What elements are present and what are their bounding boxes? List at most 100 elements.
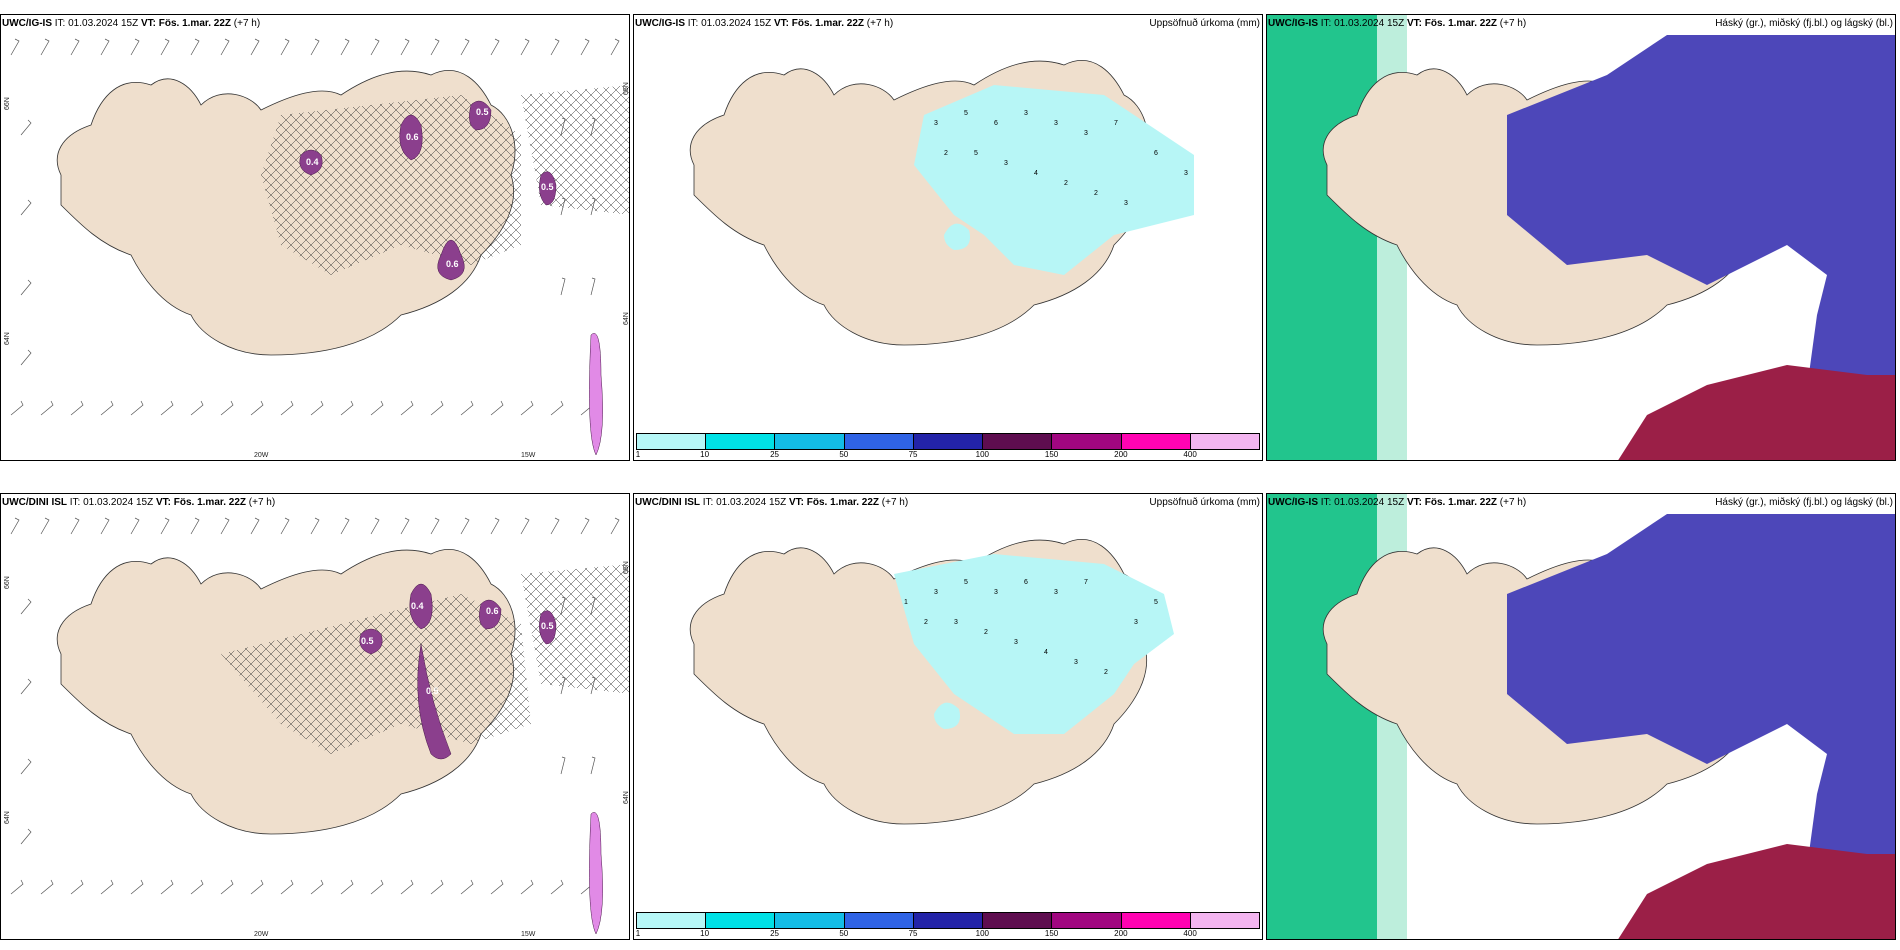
- omega-label: 0.5: [541, 621, 554, 631]
- panel-cloud-row1: UWC/IG-IS IT: 01.03.2024 15Z VT: Fös. 1.…: [1266, 14, 1896, 461]
- omega-label: 0.6: [446, 259, 459, 269]
- panel-header: UWC/DINI ISL IT: 01.03.2024 15Z VT: Fös.…: [635, 497, 1260, 509]
- legend-tick: 75: [908, 929, 918, 938]
- legend-tick: 150: [1044, 450, 1059, 459]
- panel-header: UWC/IG-IS IT: 01.03.2024 15Z VT: Fös. 1.…: [635, 18, 1260, 30]
- panel-header: UWC/DINI ISL IT: 01.03.2024 15Z VT: Fös.…: [2, 497, 627, 509]
- precip-value: 3: [1074, 659, 1078, 666]
- precip-area: [894, 554, 1174, 734]
- omega-label: 0.5: [361, 636, 374, 646]
- it-value: 01.03.2024 15Z: [701, 18, 772, 29]
- legend-color-cell: [1121, 913, 1191, 928]
- panel-title: Háský (gr.), miðský (fj.bl.) og lágský (…: [1715, 497, 1893, 508]
- panel-title: Háský (gr.), miðský (fj.bl.) og lágský (…: [1715, 18, 1893, 29]
- vt-label: VT:: [773, 18, 789, 29]
- lead-time: (+7 h): [881, 497, 909, 508]
- legend-color-cell: [1190, 434, 1259, 449]
- precip-value: 5: [964, 110, 968, 117]
- lead-time: (+7 h): [1499, 497, 1527, 508]
- legend-color-cell: [913, 434, 984, 449]
- legend-color-cell: [637, 913, 707, 928]
- legend-color-cell: [983, 434, 1053, 449]
- panel-header: UWC/IG-IS IT: 01.03.2024 15Z VT: Fös. 1.…: [1268, 18, 1893, 30]
- panel-precip-row2: 1 3 5 3 6 3 7 2 3 2 3 4 3 2 3 5 UWC/DINI…: [633, 493, 1263, 940]
- precip-value: 3: [1014, 639, 1018, 646]
- precip-value: 2: [944, 150, 948, 157]
- it-value: 01.03.2024 15Z: [716, 497, 787, 508]
- legend-color-cell: [1190, 913, 1259, 928]
- legend-color-cell: [844, 434, 914, 449]
- precip-value: 5: [1154, 599, 1158, 606]
- high-cloud-area: [1267, 15, 1377, 460]
- lon-label-15w: 15W: [521, 452, 536, 459]
- omega-label: 0.6: [486, 606, 499, 616]
- legend-tick: 10: [700, 929, 710, 938]
- legend-color-cell: [1052, 434, 1122, 449]
- model-name: UWC/IG-IS: [635, 18, 685, 29]
- model-name: UWC/IG-IS: [1268, 497, 1318, 508]
- omega-label: 0.6: [406, 132, 419, 142]
- vt-label: VT:: [155, 497, 171, 508]
- legend-color-cell: [913, 913, 984, 928]
- precip-value: 3: [1054, 120, 1058, 127]
- omega-extra-area: [589, 812, 603, 935]
- omega-label: 0.5: [426, 686, 439, 696]
- precip-value: 3: [934, 120, 938, 127]
- precip-value: 2: [1064, 180, 1068, 187]
- mid-cloud-area: [1507, 514, 1895, 939]
- precip-labels: 1 3 5 3 6 3 7 2 3 2 3 4 3 2 3 5: [904, 579, 1158, 676]
- lat-label: 64N: [4, 811, 11, 824]
- vt-value: Fös. 1.mar. 22Z: [791, 18, 865, 29]
- upward-motion-hatch: [221, 564, 629, 754]
- precip-area-small: [944, 223, 970, 250]
- it-value: 01.03.2024 15Z: [1334, 497, 1405, 508]
- lat-label: 64N: [4, 332, 11, 345]
- omega-label: 0.5: [476, 107, 489, 117]
- vt-value: Fös. 1.mar. 22Z: [1424, 18, 1498, 29]
- lon-label-20w: 20W: [254, 931, 269, 938]
- legend-color-cell: [637, 434, 707, 449]
- precip-value: 3: [994, 589, 998, 596]
- legend-tick: 400: [1183, 450, 1197, 459]
- precip-value: 3: [1134, 619, 1138, 626]
- high-cloud-area: [1267, 494, 1377, 939]
- lon-label-20w: 20W: [254, 452, 269, 459]
- omega-labels: 0.5 0.4 0.5 0.6 0.5: [361, 601, 554, 696]
- precip-legend-ticks: 1 10 25 50 75 100 150 200 400: [636, 929, 1260, 939]
- panel-wind-omega-row2: 0.5 0.4 0.5 0.6 0.5 UWC/DINI ISL IT: 01.…: [0, 493, 630, 940]
- vt-value: Fös. 1.mar. 22Z: [806, 497, 880, 508]
- lat-label: 66N: [4, 576, 11, 589]
- legend-tick: 200: [1114, 450, 1128, 459]
- it-label: IT:: [54, 18, 66, 29]
- precip-value: 4: [1044, 649, 1048, 656]
- vt-label: VT:: [140, 18, 156, 29]
- low-cloud-area: [1618, 365, 1895, 460]
- lat-label: 64N: [623, 791, 630, 804]
- lead-time: (+7 h): [248, 497, 276, 508]
- lat-label: 65N: [623, 82, 630, 95]
- precip-value: 5: [974, 150, 978, 157]
- map-precip-row2: 1 3 5 3 6 3 7 2 3 2 3 4 3 2 3 5: [689, 539, 1174, 825]
- precip-legend-bar: [636, 433, 1260, 450]
- precip-value: 6: [1154, 150, 1158, 157]
- legend-color-cell: [1052, 913, 1122, 928]
- precip-value: 2: [924, 619, 928, 626]
- lon-label-15w: 15W: [521, 931, 536, 938]
- precip-legend-ticks: 1 10 25 50 75 100 150 200 400: [636, 450, 1260, 460]
- omega-labels: 0.4 0.6 0.5 0.6 0.5: [306, 107, 554, 269]
- precip-labels: 3 5 6 3 3 3 7 2 5 3 4 2 2 3 6 3: [934, 110, 1188, 207]
- precip-value: 5: [964, 579, 968, 586]
- precip-value: 3: [1124, 200, 1128, 207]
- legend-color-cell: [775, 913, 845, 928]
- precip-value: 6: [994, 120, 998, 127]
- precip-value: 3: [1084, 130, 1088, 137]
- precip-value: 3: [954, 619, 958, 626]
- legend-tick: 10: [700, 450, 710, 459]
- precip-value: 3: [1184, 170, 1188, 177]
- omega-extra-area: [589, 333, 603, 456]
- it-value: 01.03.2024 15Z: [68, 18, 139, 29]
- legend-color-cell: [775, 434, 845, 449]
- vt-label: VT:: [1406, 497, 1422, 508]
- omega-label: 0.4: [306, 157, 319, 167]
- it-value: 01.03.2024 15Z: [83, 497, 154, 508]
